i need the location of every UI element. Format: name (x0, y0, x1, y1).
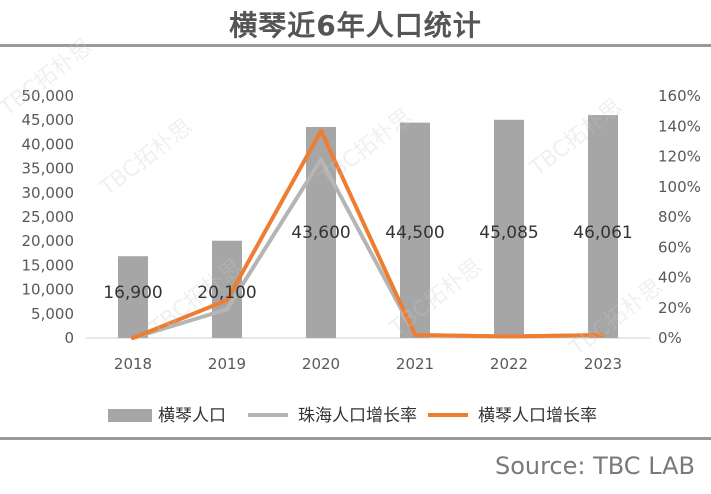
left-axis-tick-label: 35,000 (22, 160, 75, 178)
left-axis-ticks: 0 5,000 10,000 15,000 20,000 25,000 30,000 35,0… (22, 87, 75, 347)
bar-data-label: 44,500 (385, 223, 444, 243)
bar-data-label: 45,085 (479, 223, 538, 243)
source-text: Source: TBC LAB (494, 452, 695, 480)
bar (494, 119, 524, 338)
bar-data-label: 16,900 (103, 283, 162, 303)
right-axis-tick-label: 120% (658, 148, 701, 166)
footer-divider (0, 437, 711, 440)
left-axis-tick-label: 25,000 (22, 208, 75, 226)
right-axis-tick-label: 40% (658, 269, 691, 287)
bars (118, 115, 618, 339)
legend-label: 珠海人口增长率 (298, 406, 417, 426)
x-axis-tick-label: 2020 (302, 355, 340, 373)
bar-data-label: 46,061 (573, 223, 632, 243)
right-axis-tick-label: 160% (658, 87, 701, 105)
right-axis-tick-label: 80% (658, 208, 691, 226)
x-axis-tick-label: 2022 (490, 355, 528, 373)
bar (118, 256, 148, 338)
right-axis-tick-label: 20% (658, 299, 691, 317)
left-axis-tick-label: 50,000 (22, 87, 75, 105)
right-axis-tick-label: 140% (658, 117, 701, 135)
x-axis-tick-label: 2019 (208, 355, 246, 373)
bar-labels: 16,900 20,100 43,600 44,500 45,085 46,061 (103, 223, 632, 303)
bar-data-label: 43,600 (291, 223, 350, 243)
right-axis-tick-label: 100% (658, 178, 701, 196)
left-axis-tick-label: 40,000 (22, 135, 75, 153)
left-axis-tick-label: 5,000 (31, 305, 74, 323)
right-axis-ticks: 0% 20% 40% 60% 80% 100% 120% 140% 160% (658, 87, 701, 347)
bar (400, 122, 430, 339)
bar (212, 240, 242, 338)
x-axis-tick-label: 2021 (396, 355, 434, 373)
left-axis-tick-label: 20,000 (22, 232, 75, 250)
left-axis-tick-label: 0 (64, 329, 74, 347)
legend-swatch (108, 409, 152, 422)
legend-label: 横琴人口 (158, 406, 226, 426)
right-axis-tick-label: 0% (658, 329, 682, 347)
hengqin-growth-line (131, 128, 605, 340)
bar-data-label: 20,100 (197, 283, 256, 303)
left-axis-tick-label: 15,000 (22, 256, 75, 274)
left-axis-tick-label: 30,000 (22, 184, 75, 202)
title-divider (0, 44, 711, 47)
x-axis-ticks: 2018 2019 2020 2021 2022 2023 (114, 355, 622, 373)
legend: 横琴人口 珠海人口增长率 横琴人口增长率 (108, 406, 597, 426)
legend-label: 横琴人口增长率 (478, 406, 597, 426)
x-axis-tick-label: 2023 (584, 355, 622, 373)
bar (588, 115, 618, 338)
left-axis-tick-label: 10,000 (22, 281, 75, 299)
x-axis-tick-label: 2018 (114, 355, 152, 373)
chart-title: 横琴近6年人口统计 (229, 9, 482, 42)
left-axis-tick-label: 45,000 (22, 111, 75, 129)
right-axis-tick-label: 60% (658, 238, 691, 256)
lines (131, 128, 605, 340)
